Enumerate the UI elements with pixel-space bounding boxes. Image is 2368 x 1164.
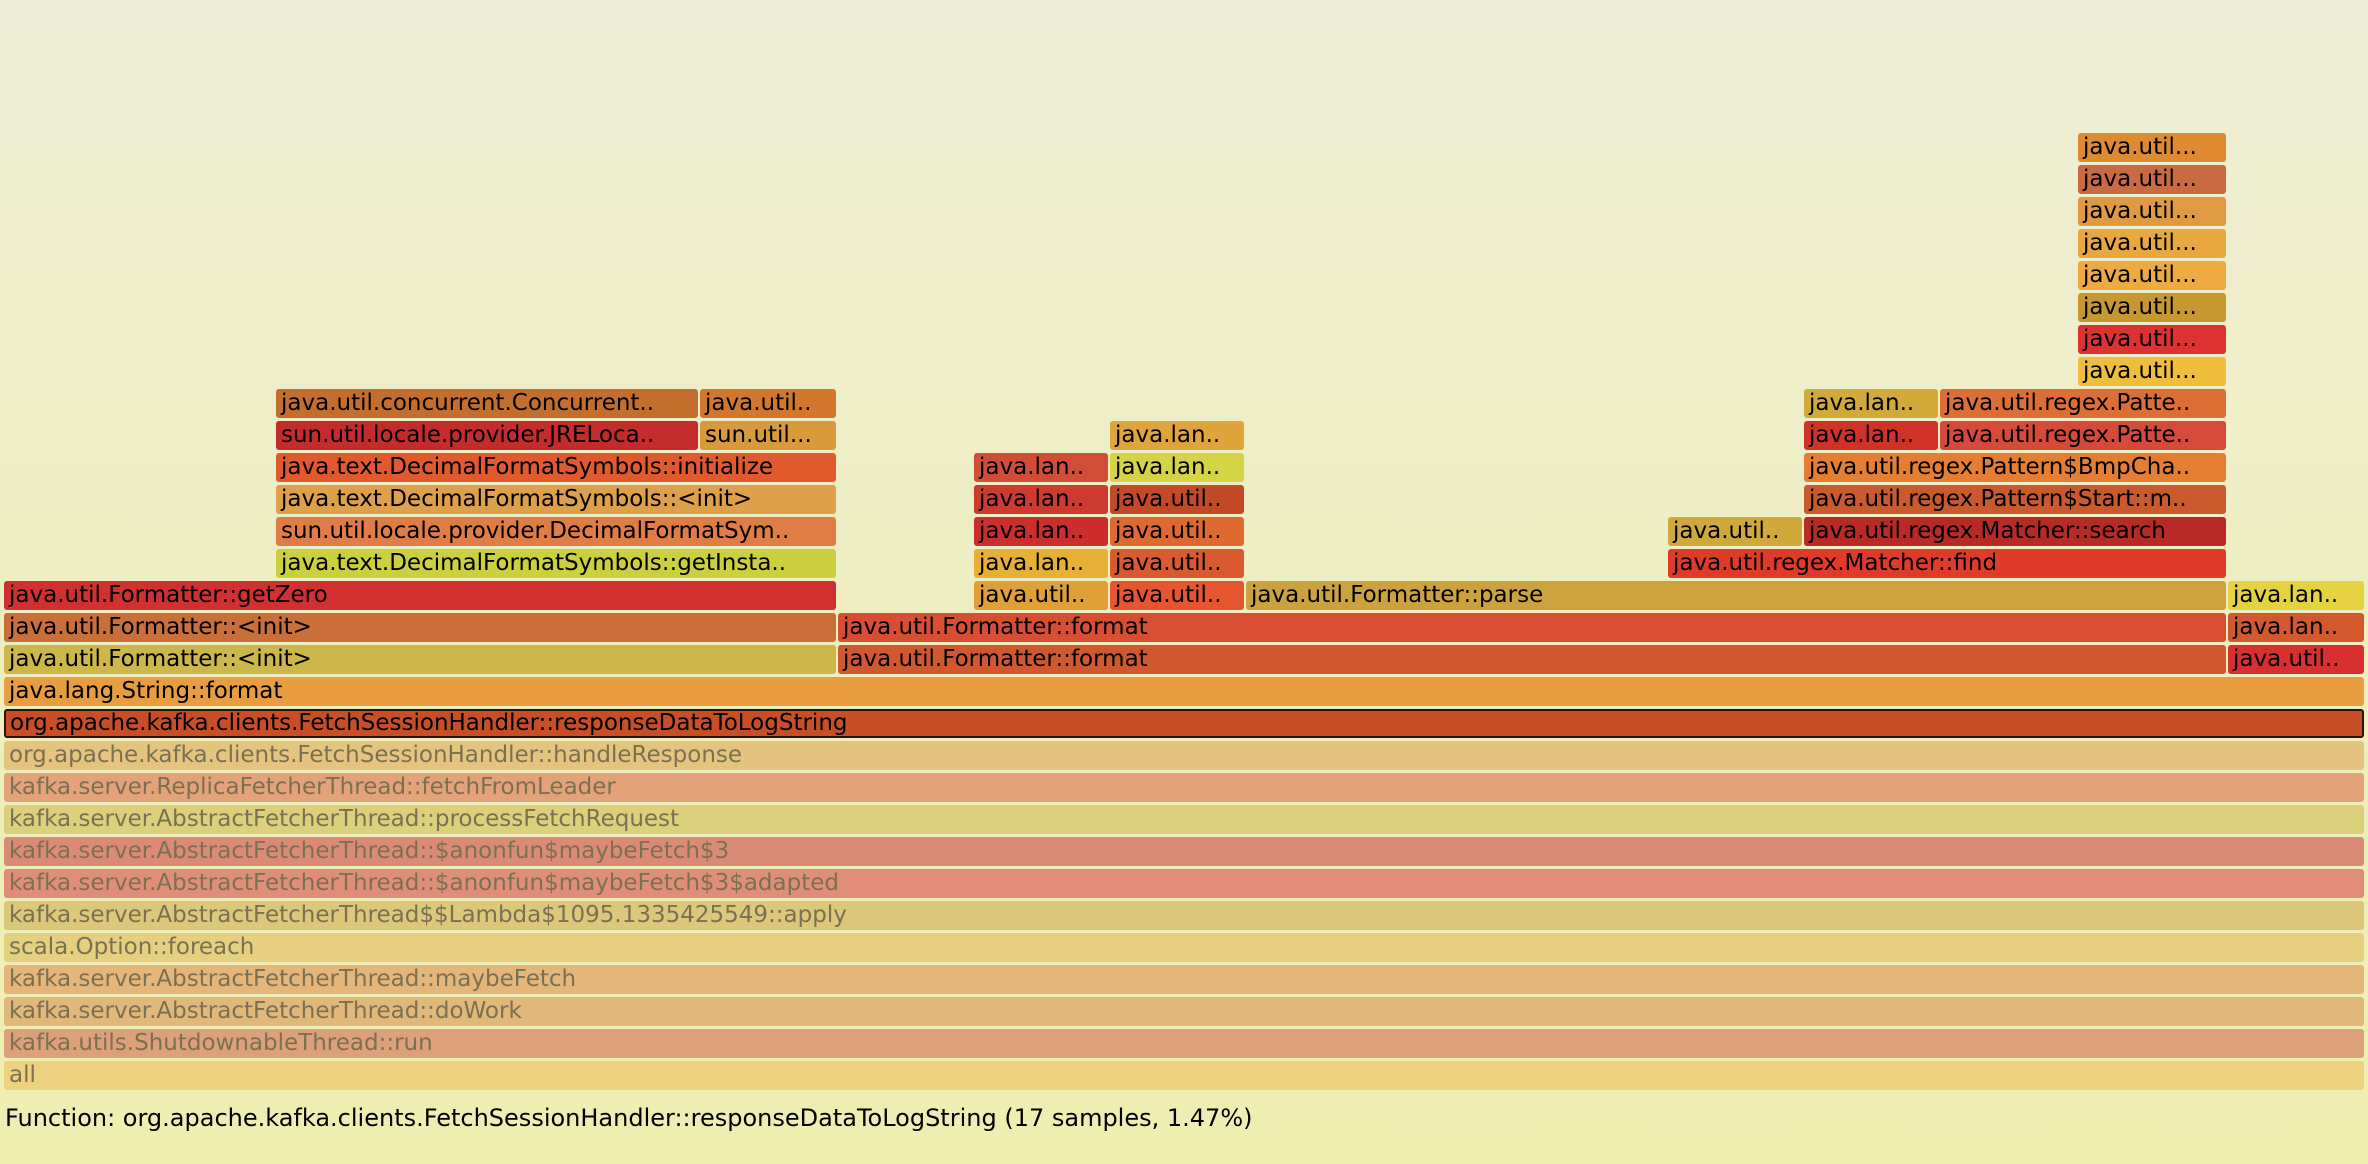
frame-matcher-search[interactable]: java.util.regex.Matcher::search bbox=[1804, 517, 2226, 546]
frame-java-util-right-1[interactable]: java.util.. bbox=[2228, 645, 2364, 674]
frame-pattern-node-1[interactable]: java.util.regex.Patte.. bbox=[1940, 421, 2226, 450]
frame-java-util-tower-6[interactable]: java.util... bbox=[2078, 197, 2226, 226]
frame-option-foreach[interactable]: scala.Option::foreach bbox=[4, 933, 2364, 962]
frame-handle-response[interactable]: org.apache.kafka.clients.FetchSessionHan… bbox=[4, 741, 2364, 770]
frame-decimal-format-symbols-init[interactable]: java.text.DecimalFormatSymbols::<init> bbox=[276, 485, 836, 514]
frame-java-util-tower-2[interactable]: java.util... bbox=[2078, 325, 2226, 354]
frame-do-work[interactable]: kafka.server.AbstractFetcherThread::doWo… bbox=[4, 997, 2364, 1026]
frame-decimal-format-symbols-provider[interactable]: sun.util.locale.provider.DecimalFormatSy… bbox=[276, 517, 836, 546]
frame-java-lang-right-2[interactable]: java.lan.. bbox=[2228, 613, 2364, 642]
frame-maybe-fetch[interactable]: kafka.server.AbstractFetcherThread::mayb… bbox=[4, 965, 2364, 994]
frame-java-lang-right-3[interactable]: java.lan.. bbox=[2228, 581, 2364, 610]
frame-sun-util[interactable]: sun.util... bbox=[700, 421, 836, 450]
frame-pattern-start-match[interactable]: java.util.regex.Pattern$Start::m.. bbox=[1804, 485, 2226, 514]
frame-java-util-short[interactable]: java.util.. bbox=[700, 389, 836, 418]
frame-java-util-tower-8[interactable]: java.util... bbox=[2078, 133, 2226, 162]
frame-java-lang-col-a-3[interactable]: java.lan.. bbox=[974, 517, 1108, 546]
frame-concurrent-hashmap[interactable]: java.util.concurrent.Concurrent.. bbox=[276, 389, 698, 418]
frame-java-util-col-b-2[interactable]: java.util.. bbox=[1110, 549, 1244, 578]
frame-matcher-find[interactable]: java.util.regex.Matcher::find bbox=[1668, 549, 2226, 578]
frame-java-lang-col-a-2[interactable]: java.lan.. bbox=[974, 549, 1108, 578]
frame-string-format[interactable]: java.lang.String::format bbox=[4, 677, 2364, 706]
frame-java-util-col-a-1[interactable]: java.util.. bbox=[974, 581, 1108, 610]
frame-java-util-col-b-4[interactable]: java.util.. bbox=[1110, 485, 1244, 514]
frame-jre-locale-provider[interactable]: sun.util.locale.provider.JRELoca.. bbox=[276, 421, 698, 450]
frame-process-fetch-request[interactable]: kafka.server.AbstractFetcherThread::proc… bbox=[4, 805, 2364, 834]
frame-formatter-format-outer[interactable]: java.util.Formatter::format bbox=[838, 645, 2226, 674]
frame-response-data-to-log-string[interactable]: org.apache.kafka.clients.FetchSessionHan… bbox=[4, 709, 2364, 738]
frame-java-util-tower-7[interactable]: java.util... bbox=[2078, 165, 2226, 194]
frame-java-util-tower-4[interactable]: java.util... bbox=[2078, 261, 2226, 290]
frame-anonfun[interactable]: kafka.server.AbstractFetcherThread::$ano… bbox=[4, 837, 2364, 866]
frame-anonfun-adapted[interactable]: kafka.server.AbstractFetcherThread::$ano… bbox=[4, 869, 2364, 898]
frame-java-util-tower-3[interactable]: java.util... bbox=[2078, 293, 2226, 322]
frame-java-lang-col-b-6[interactable]: java.lan.. bbox=[1110, 421, 1244, 450]
frame-pattern-node-2[interactable]: java.util.regex.Patte.. bbox=[1940, 389, 2226, 418]
frame-java-lang-col-a-5[interactable]: java.lan.. bbox=[974, 453, 1108, 482]
frame-formatter-init-outer[interactable]: java.util.Formatter::<init> bbox=[4, 645, 836, 674]
frame-java-util-tower-5[interactable]: java.util... bbox=[2078, 229, 2226, 258]
frame-fetch-from-leader[interactable]: kafka.server.ReplicaFetcherThread::fetch… bbox=[4, 773, 2364, 802]
frame-formatter-format-inner[interactable]: java.util.Formatter::format bbox=[838, 613, 2226, 642]
frame-formatter-init-inner[interactable]: java.util.Formatter::<init> bbox=[4, 613, 836, 642]
frame-all[interactable]: all bbox=[4, 1061, 2364, 1090]
frame-java-lang-col-a-4[interactable]: java.lan.. bbox=[974, 485, 1108, 514]
frame-java-lang-col-b-5[interactable]: java.lan.. bbox=[1110, 453, 1244, 482]
frame-java-util-col-b-3[interactable]: java.util.. bbox=[1110, 517, 1244, 546]
frame-lambda-apply[interactable]: kafka.server.AbstractFetcherThread$$Lamb… bbox=[4, 901, 2364, 930]
frame-shutdownable-thread-run[interactable]: kafka.utils.ShutdownableThread::run bbox=[4, 1029, 2364, 1058]
frame-java-util-col-b-1[interactable]: java.util.. bbox=[1110, 581, 1244, 610]
frame-decimal-format-symbols-initialize[interactable]: java.text.DecimalFormatSymbols::initiali… bbox=[276, 453, 836, 482]
frame-java-util-tower-1[interactable]: java.util... bbox=[2078, 357, 2226, 386]
frame-formatter-get-zero[interactable]: java.util.Formatter::getZero bbox=[4, 581, 836, 610]
frame-java-lang-regex-2[interactable]: java.lan.. bbox=[1804, 389, 1938, 418]
frame-formatter-parse[interactable]: java.util.Formatter::parse bbox=[1246, 581, 2226, 610]
frame-java-lang-regex-1[interactable]: java.lan.. bbox=[1804, 421, 1938, 450]
frame-java-util-parse-side[interactable]: java.util.. bbox=[1668, 517, 1802, 546]
frame-decimal-format-symbols-get-instance[interactable]: java.text.DecimalFormatSymbols::getInsta… bbox=[276, 549, 836, 578]
frame-pattern-bmp-char[interactable]: java.util.regex.Pattern$BmpCha.. bbox=[1804, 453, 2226, 482]
details-status-text: Function: org.apache.kafka.clients.Fetch… bbox=[5, 1104, 1253, 1132]
